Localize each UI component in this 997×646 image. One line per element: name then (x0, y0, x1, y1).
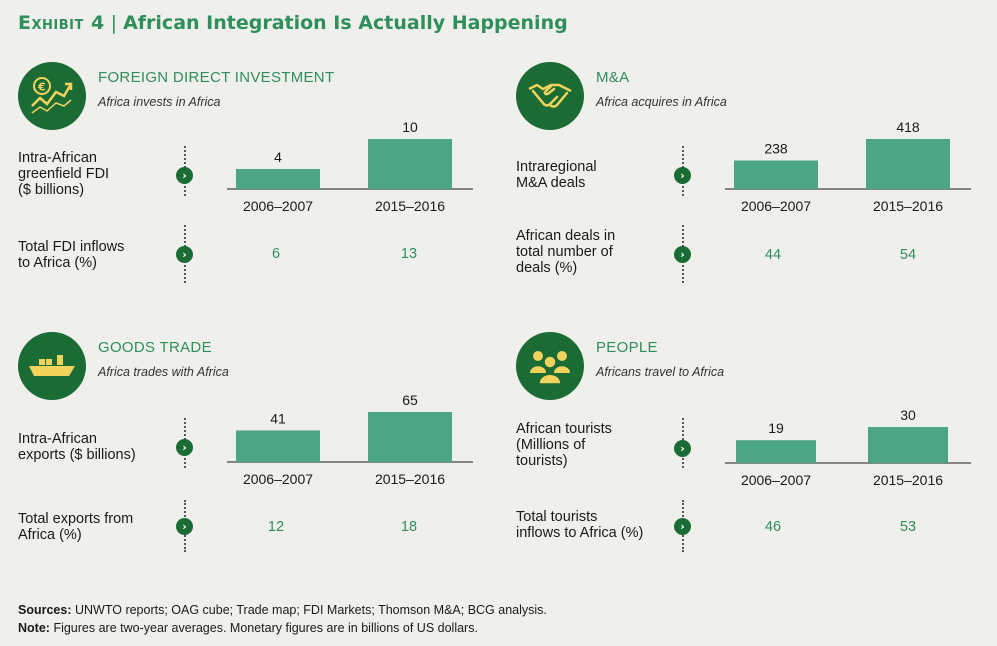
sources-text: UNWTO reports; OAG cube; Trade map; FDI … (74, 603, 547, 617)
data-label: 4 (274, 149, 282, 165)
secondary-value-2015: 18 (400, 519, 418, 535)
bar-chart-ma: 238 2006–2007 418 2015–2016 (725, 119, 971, 214)
exhibit-number: Exhibit 4 (18, 12, 105, 34)
panel-subtitle: Africans travel to Africa (596, 365, 725, 379)
secondary-value-2015: 53 (899, 519, 917, 535)
panel-ma: M&A Africa acquires in Africa Intraregio… (516, 62, 986, 302)
cargo-ship-icon (18, 332, 86, 400)
secondary-label: Total FDI inflows to Africa (%) (18, 239, 125, 271)
chevron-right-icon: › (176, 167, 193, 184)
bar-2015–2016 (866, 139, 950, 189)
secondary-label: Total tourists inflows to Africa (%) (516, 509, 644, 541)
data-label: 65 (402, 392, 418, 408)
secondary-value-2006: 46 (764, 519, 782, 535)
x-tick-label: 2015–2016 (873, 198, 943, 214)
x-tick-label: 2015–2016 (375, 198, 445, 214)
secondary-value-2006: 44 (764, 247, 782, 263)
metric-label: Intra-African greenfield FDI ($ billions… (18, 150, 110, 198)
sources-line: Sources: UNWTO reports; OAG cube; Trade … (18, 601, 547, 619)
chevron-right-icon: › (674, 440, 691, 457)
chevron-right-icon: › (176, 246, 193, 263)
x-tick-label: 2006–2007 (243, 198, 313, 214)
secondary-value-2006: 6 (271, 246, 281, 262)
panel-subtitle: Africa acquires in Africa (596, 95, 727, 109)
data-label: 30 (900, 407, 916, 423)
x-tick-label: 2006–2007 (243, 471, 313, 487)
x-tick-label: 2015–2016 (375, 471, 445, 487)
metric-label: Intraregional M&A deals (516, 159, 597, 191)
panel-title: FOREIGN DIRECT INVESTMENT (98, 69, 335, 86)
data-label: 19 (768, 420, 784, 436)
bar-chart-people: 19 2006–2007 30 2015–2016 (725, 407, 971, 488)
metric-label: Intra-African exports ($ billions) (18, 431, 136, 463)
chevron-right-icon: › (176, 518, 193, 535)
bar-2015–2016 (368, 412, 452, 462)
panel-goods-trade: GOODS TRADE Africa trades with Africa In… (18, 332, 488, 572)
note-line: Note: Figures are two-year averages. Mon… (18, 619, 547, 637)
secondary-value-2015: 54 (899, 247, 917, 263)
bar-2006–2007 (734, 160, 818, 189)
secondary-value-2006: 12 (267, 519, 285, 535)
footer: Sources: UNWTO reports; OAG cube; Trade … (18, 601, 547, 637)
bar-2006–2007 (236, 430, 320, 462)
exhibit-heading: African Integration Is Actually Happenin… (123, 12, 568, 34)
note-label: Note: (18, 621, 50, 635)
title-separator: | (110, 12, 118, 34)
panel-title: PEOPLE (596, 339, 658, 356)
data-label: 238 (764, 141, 788, 157)
panel-title: M&A (596, 69, 630, 86)
panel-people: PEOPLE Africans travel to Africa African… (516, 332, 986, 572)
secondary-label: African deals in total number of deals (… (516, 228, 616, 276)
bar-2006–2007 (736, 440, 816, 463)
panel-fdi: € FOREIGN DIRECT INVESTMENT Africa inves… (18, 62, 488, 302)
bar-2015–2016 (368, 139, 452, 189)
chevron-right-icon: › (674, 518, 691, 535)
handshake-icon (516, 62, 584, 130)
chevron-right-icon: › (674, 167, 691, 184)
note-text: Figures are two-year averages. Monetary … (53, 621, 478, 635)
bar-chart-fdi: 4 2006–2007 10 2015–2016 (227, 119, 473, 214)
bar-2006–2007 (236, 169, 320, 189)
panel-title: GOODS TRADE (98, 339, 212, 356)
euro-growth-chart-icon: € (18, 62, 86, 130)
data-label: 41 (270, 410, 286, 426)
bar-2015–2016 (868, 427, 948, 463)
x-tick-label: 2006–2007 (741, 198, 811, 214)
chevron-right-icon: › (176, 439, 193, 456)
x-tick-label: 2006–2007 (741, 472, 811, 488)
svg-text:€: € (37, 81, 46, 94)
panel-subtitle: Africa trades with Africa (98, 365, 229, 379)
metric-label: African tourists (Millions of tourists) (516, 421, 612, 469)
data-label: 418 (896, 119, 920, 135)
chevron-right-icon: › (674, 246, 691, 263)
bar-chart-goods: 41 2006–2007 65 2015–2016 (227, 392, 473, 487)
secondary-value-2015: 13 (400, 246, 418, 262)
exhibit-title: Exhibit 4 | African Integration Is Actuall… (18, 12, 568, 34)
sources-label: Sources: (18, 603, 72, 617)
panel-subtitle: Africa invests in Africa (98, 95, 221, 109)
x-tick-label: 2015–2016 (873, 472, 943, 488)
people-group-icon (516, 332, 584, 400)
data-label: 10 (402, 119, 418, 135)
secondary-label: Total exports from Africa (%) (18, 511, 134, 543)
